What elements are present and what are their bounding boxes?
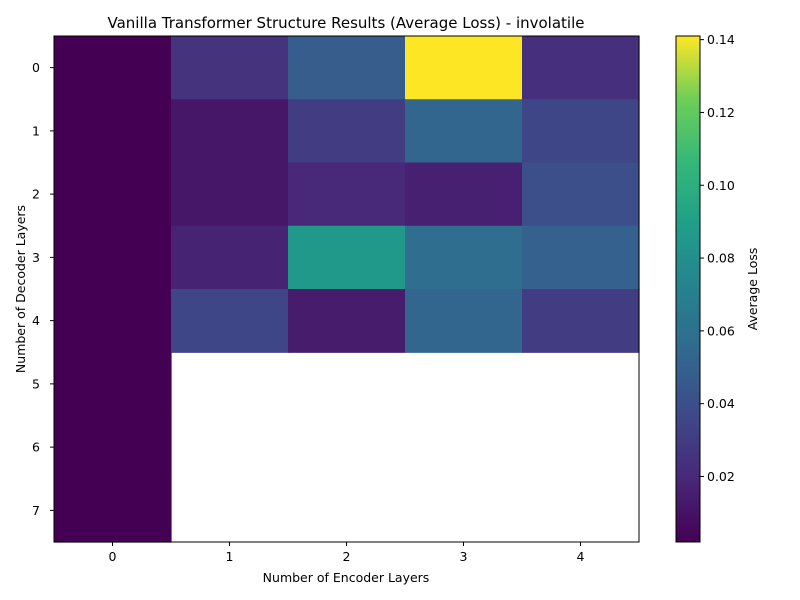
y-tick-label: 6 — [32, 440, 40, 455]
y-tick-label: 1 — [32, 123, 40, 138]
colorbar-tick-label: 0.10 — [707, 178, 735, 193]
y-axis-label: Number of Decoder Layers — [13, 205, 28, 373]
heatmap-cell — [171, 99, 289, 164]
heatmap-cell — [405, 225, 523, 290]
colorbar-tick-label: 0.14 — [707, 32, 735, 47]
heatmap-cell — [288, 225, 406, 290]
heatmap-cell — [405, 162, 523, 227]
heatmap-cell — [54, 162, 172, 227]
x-tick-label: 2 — [343, 549, 351, 564]
y-tick-label: 0 — [32, 60, 40, 75]
heatmap-cell — [288, 36, 406, 100]
heatmap-cell — [54, 36, 172, 100]
heatmap-cell — [54, 415, 172, 480]
x-tick-label: 3 — [460, 549, 468, 564]
y-tick-label: 3 — [32, 250, 40, 265]
x-tick-label: 4 — [577, 549, 585, 564]
heatmap-cell — [54, 352, 172, 417]
heatmap-cell — [54, 478, 172, 543]
heatmap-cell — [171, 289, 289, 353]
colorbar-tick-label: 0.04 — [707, 396, 735, 411]
heatmap-cell — [288, 289, 406, 353]
heatmap-cell — [522, 99, 640, 164]
heatmap-cell — [405, 289, 523, 353]
heatmap-cell — [522, 225, 640, 290]
heatmap-cell — [405, 36, 523, 100]
colorbar-label: Average Loss — [745, 248, 760, 331]
heatmap-cell — [54, 225, 172, 290]
y-tick-label: 5 — [32, 376, 40, 391]
x-tick-label: 1 — [226, 549, 234, 564]
heatmap-cell — [288, 99, 406, 164]
heatmap-cell — [171, 162, 289, 227]
y-tick-label: 2 — [32, 187, 40, 202]
x-axis-ticks: 0 1 2 3 4 — [109, 542, 585, 564]
heatmap-cell — [522, 289, 640, 353]
y-tick-label: 4 — [32, 313, 40, 328]
y-axis-ticks: 0 1 2 3 4 5 6 7 — [32, 60, 54, 518]
colorbar-tick-label: 0.12 — [707, 105, 735, 120]
colorbar-tick-label: 0.08 — [707, 251, 735, 266]
heatmap-cell — [54, 289, 172, 353]
heatmap-cell — [288, 162, 406, 227]
chart-title: Vanilla Transformer Structure Results (A… — [108, 14, 585, 32]
y-tick-label: 7 — [32, 503, 40, 518]
heatmap-cell — [54, 99, 172, 164]
colorbar-tick-label: 0.02 — [707, 469, 735, 484]
heatmap-cell — [171, 36, 289, 100]
colorbar-tick-label: 0.06 — [707, 323, 735, 338]
heatmap-cell — [522, 36, 640, 100]
heatmap-cell — [171, 225, 289, 290]
x-tick-label: 0 — [109, 549, 117, 564]
x-axis-label: Number of Encoder Layers — [263, 570, 430, 585]
heatmap-cell — [405, 99, 523, 164]
heatmap-cells — [54, 36, 640, 543]
colorbar-ticks: 0.02 0.04 0.06 0.08 0.10 0.12 0.14 — [700, 32, 735, 484]
colorbar — [675, 35, 701, 543]
heatmap-cell — [522, 162, 640, 227]
